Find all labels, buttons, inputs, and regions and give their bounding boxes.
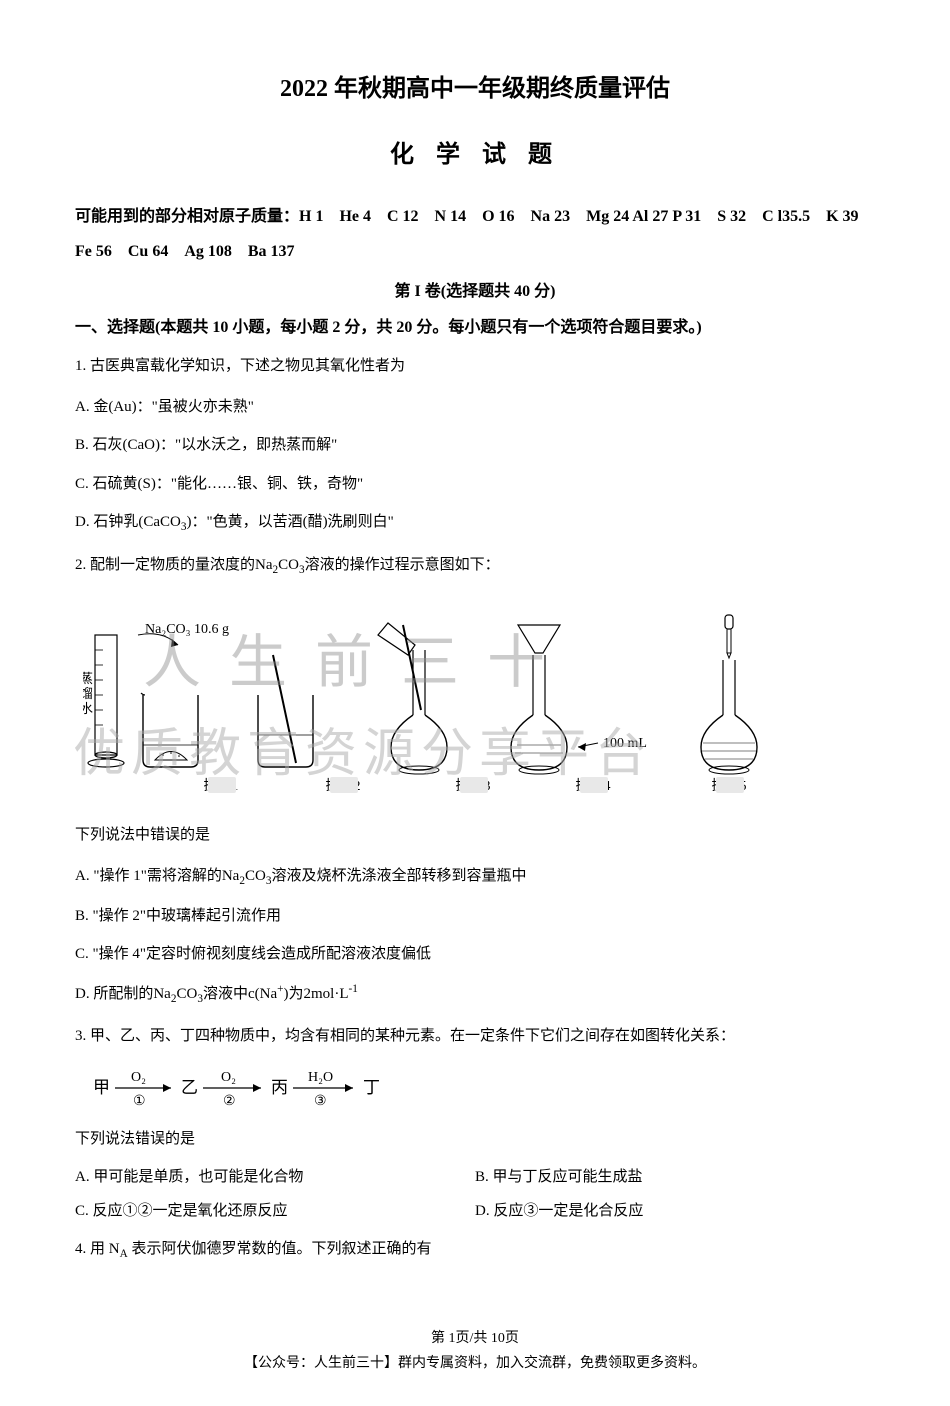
q3-row-cd: C. 反应①②一定是氧化还原反应 D. 反应③一定是化合反应: [75, 1199, 875, 1223]
chain-n3: ③: [314, 1094, 327, 1109]
q2d-plus: +: [277, 983, 283, 995]
chain-o2-1: O₂: [131, 1070, 146, 1085]
q2-after-fig: 下列说法中错误的是: [75, 821, 875, 850]
q2-f2: CO: [278, 557, 299, 573]
q2d-f1: Na: [153, 986, 171, 1002]
q1-option-a: A. 金(Au)："虽被火亦未熟": [75, 393, 875, 422]
chain-yi: 乙: [181, 1078, 198, 1097]
q2d-c: c: [248, 986, 255, 1002]
q2a-suffix: 溶液及烧杯洗涤液全部转移到容量瓶中: [271, 868, 526, 884]
q2a-f1: Na: [222, 868, 240, 884]
page-footer: 第 1页/共 10页 【公众号：人生前三十】群内专属资料，加入交流群，免费领取更…: [75, 1326, 875, 1376]
q3-option-a: A. 甲可能是单质，也可能是化合物: [75, 1165, 475, 1189]
q2-prefix: 2. 配制一定物质的量浓度的: [75, 557, 255, 573]
q2d-exp: -1: [349, 983, 358, 995]
question-2: 2. 配制一定物质的量浓度的Na2CO3溶液的操作过程示意图如下：: [75, 551, 875, 581]
q3-after: 下列说法错误的是: [75, 1125, 875, 1154]
page-number: 第 1页/共 10页: [75, 1326, 875, 1351]
q1d-suffix: )："色黄，以苦酒(醋)洗刷则白": [186, 514, 393, 530]
q1-option-d: D. 石钟乳(CaCO3)："色黄，以苦酒(醋)洗刷则白": [75, 508, 875, 538]
q4-suffix: 表示阿伏伽德罗常数的值。下列叙述正确的有: [128, 1241, 432, 1257]
q2-option-c: C. "操作 4"定容时俯视刻度线会造成所配溶液浓度偏低: [75, 940, 875, 969]
q2-option-a: A. "操作 1"需将溶解的Na2CO3溶液及烧杯洗涤液全部转移到容量瓶中: [75, 862, 875, 892]
q2-option-d: D. 所配制的Na2CO3溶液中c(Na+)为2mol·L-1: [75, 979, 875, 1010]
chain-bing: 丙: [271, 1078, 288, 1097]
vol-label: 100 mL: [603, 736, 647, 751]
q2d-na: Na: [260, 986, 278, 1002]
chain-ding: 丁: [363, 1078, 380, 1097]
question-1: 1. 古医典富载化学知识，下述之物见其氧化性者为: [75, 352, 875, 381]
q3-option-d: D. 反应③一定是化合反应: [475, 1199, 875, 1223]
q2d-mid: 溶液中: [203, 986, 248, 1002]
wl2: 馏: [83, 686, 93, 701]
question-group-header: 一、选择题(本题共 10 小题，每小题 2 分，共 20 分。每小题只有一个选项…: [75, 315, 875, 341]
atomic-mass-info: 可能用到的部分相对原子质量：H 1 He 4 C 12 N 14 O 16 Na…: [75, 199, 875, 269]
q2-figure: 人生前三十 优质教育资源分享平台 操作1: [83, 595, 875, 805]
chain-n2: ②: [223, 1094, 236, 1109]
wl1: 蒸: [83, 671, 93, 686]
q2d-val: 2mol·L: [304, 986, 349, 1002]
q1-option-c: C. 石硫黄(S)："能化……银、铜、铁，奇物": [75, 470, 875, 499]
chain-h2o: H₂O: [308, 1070, 333, 1085]
apparatus-diagram: 操作1 操作2 操作3: [83, 595, 853, 805]
na2co3-label: Na₂CO₃ 10.6 g: [145, 622, 229, 637]
q3-row-ab: A. 甲可能是单质，也可能是化合物 B. 甲与丁反应可能生成盐: [75, 1165, 875, 1189]
q2-suffix: 溶液的操作过程示意图如下：: [305, 557, 500, 573]
q3-option-c: C. 反应①②一定是氧化还原反应: [75, 1199, 475, 1223]
q2d-wei: 为: [288, 986, 303, 1002]
reaction-chain: 甲 O₂ ① 乙 O₂ ② 丙 H₂O ③ 丁: [83, 1063, 875, 1113]
q4-sub: A: [120, 1248, 128, 1260]
q2a-prefix: A. "操作 1"需将溶解的: [75, 868, 222, 884]
q2d-prefix: D. 所配制的: [75, 986, 153, 1002]
chain-o2-2: O₂: [221, 1070, 236, 1085]
exam-title: 2022 年秋期高中一年级期终质量评估: [75, 70, 875, 108]
exam-subtitle: 化 学 试 题: [75, 136, 875, 174]
q1-option-b: B. 石灰(CaO)："以水沃之，即热蒸而解": [75, 431, 875, 460]
q2-option-b: B. "操作 2"中玻璃棒起引流作用: [75, 902, 875, 931]
chain-jia: 甲: [93, 1078, 110, 1097]
q4-prefix: 4. 用 N: [75, 1241, 120, 1257]
question-4: 4. 用 NA 表示阿伏伽德罗常数的值。下列叙述正确的有: [75, 1235, 875, 1265]
q2-f1: Na: [255, 557, 273, 573]
q2a-f2: CO: [245, 868, 266, 884]
footer-note: 【公众号：人生前三十】群内专属资料，加入交流群，免费领取更多资料。: [75, 1351, 875, 1376]
question-3: 3. 甲、乙、丙、丁四种物质中，均含有相同的某种元素。在一定条件下它们之间存在如…: [75, 1022, 875, 1051]
q1d-formula: CaCO: [143, 514, 181, 530]
section-header: 第 I 卷(选择题共 40 分): [75, 279, 875, 305]
q2d-f2: CO: [176, 986, 197, 1002]
q3-option-b: B. 甲与丁反应可能生成盐: [475, 1165, 875, 1189]
wl3: 水: [83, 701, 93, 716]
chain-n1: ①: [133, 1094, 146, 1109]
q1d-prefix: D. 石钟乳(: [75, 514, 143, 530]
